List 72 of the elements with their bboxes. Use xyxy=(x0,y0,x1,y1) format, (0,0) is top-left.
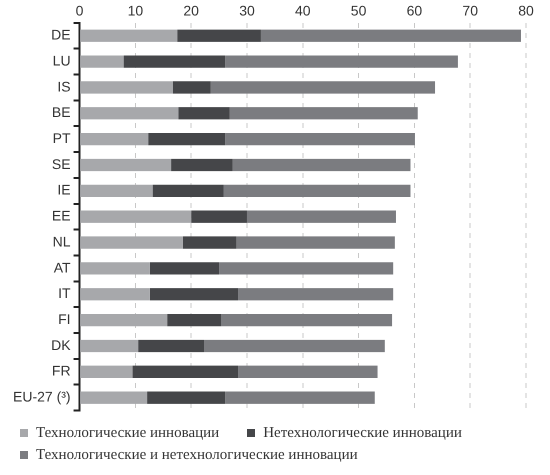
x-tick-label: 20 xyxy=(183,2,200,18)
y-tick-label: SE xyxy=(52,156,71,172)
bar xyxy=(147,392,226,404)
bar xyxy=(80,210,192,223)
y-tick-label: IT xyxy=(58,285,71,302)
bar xyxy=(225,55,458,68)
bar xyxy=(80,236,183,249)
bar xyxy=(80,288,150,300)
bar xyxy=(80,107,178,120)
bar xyxy=(80,81,173,94)
bar xyxy=(171,158,232,172)
bar xyxy=(204,340,385,352)
legend-label: Нетехнологические инновации xyxy=(263,424,462,442)
bar xyxy=(238,366,378,378)
bar xyxy=(150,262,220,275)
bar xyxy=(210,81,436,94)
bar xyxy=(225,133,415,146)
bar xyxy=(224,184,410,197)
bar xyxy=(80,366,133,378)
y-tick-label: LU xyxy=(52,52,71,68)
x-tick-label: 0 xyxy=(76,2,84,18)
y-tick-label: EE xyxy=(52,208,71,224)
bar xyxy=(167,314,222,326)
bar xyxy=(232,158,410,172)
x-tick-label: 40 xyxy=(294,2,311,18)
y-tick-label: FI xyxy=(58,310,71,327)
x-tick-label: 10 xyxy=(128,2,144,18)
bar xyxy=(152,184,224,197)
bar xyxy=(80,262,150,275)
bar xyxy=(150,288,238,300)
bar xyxy=(80,184,153,197)
y-tick-label: BE xyxy=(52,104,71,120)
bar xyxy=(246,210,396,223)
bar xyxy=(80,133,148,146)
bar xyxy=(124,55,226,68)
y-tick-label: IE xyxy=(57,182,71,198)
legend-label: Технологические и нетехнологические инновации xyxy=(36,446,358,464)
bar xyxy=(178,107,230,120)
bar xyxy=(172,81,211,94)
legend-label: Технологические инновации xyxy=(36,424,220,442)
y-tick-label: IS xyxy=(57,78,71,94)
bar xyxy=(219,262,394,275)
x-tick-label: 70 xyxy=(462,2,478,18)
y-tick-label: DK xyxy=(51,336,72,353)
bar xyxy=(148,133,226,146)
bar xyxy=(80,392,148,404)
y-tick-label: NL xyxy=(52,233,71,250)
bar xyxy=(132,366,238,378)
y-tick-label: EU-27 (³) xyxy=(12,388,71,405)
bar xyxy=(191,210,247,223)
x-tick-label: 50 xyxy=(350,2,367,18)
x-tick-label: 30 xyxy=(239,2,255,18)
bar xyxy=(221,314,392,326)
bar xyxy=(80,340,138,352)
y-tick-label: FR xyxy=(52,362,71,379)
bar xyxy=(80,30,178,42)
bar xyxy=(80,55,124,68)
bar xyxy=(230,107,418,120)
bar xyxy=(80,314,168,326)
bar xyxy=(236,236,395,249)
bar xyxy=(80,158,172,172)
bar xyxy=(260,30,521,42)
bar xyxy=(138,340,204,352)
bar xyxy=(238,288,394,300)
y-tick-label: PT xyxy=(52,130,72,146)
y-tick-label: AT xyxy=(54,259,71,276)
x-tick-label: 80 xyxy=(518,2,534,18)
x-tick-label: 60 xyxy=(406,2,422,18)
bar xyxy=(182,236,236,249)
y-tick-label: DE xyxy=(51,26,71,43)
bar xyxy=(225,392,375,404)
bar xyxy=(177,30,261,42)
